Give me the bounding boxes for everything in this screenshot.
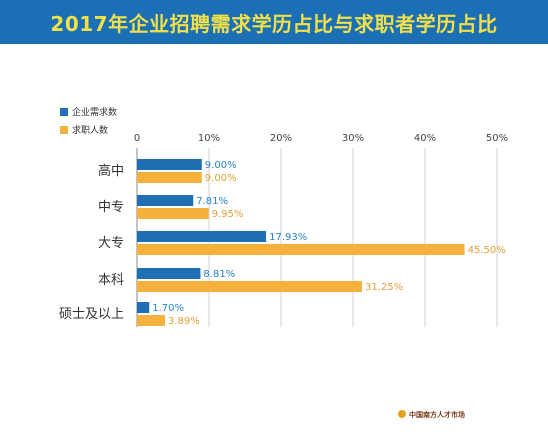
sun-logo-icon	[398, 410, 406, 418]
title-bar: 2017年企业招聘需求学历占比与求职者学历占比	[0, 0, 548, 44]
data-label: 45.50%	[468, 245, 506, 256]
bar-applicants	[137, 281, 362, 292]
bar-demand	[137, 195, 194, 206]
bar-demand	[137, 231, 267, 242]
data-label: 9.00%	[205, 173, 237, 184]
category-label: 本科	[98, 273, 124, 288]
category-label: 硕士及以上	[59, 307, 124, 322]
bar-applicants	[137, 172, 202, 183]
data-label: 9.00%	[205, 160, 237, 171]
bar-applicants	[137, 315, 166, 326]
footer-logo-text: 中国南方人才市场	[409, 410, 465, 419]
legend-label: 企业需求数	[72, 106, 117, 118]
data-label: 8.81%	[203, 269, 235, 280]
x-tick-label: 40%	[414, 133, 436, 144]
data-label: 17.93%	[269, 232, 307, 243]
x-tick-label: 10%	[198, 133, 220, 144]
x-tick-label: 50%	[486, 133, 508, 144]
category-label: 大专	[98, 236, 124, 251]
legend-swatch	[60, 108, 68, 116]
legend-swatch	[60, 126, 68, 134]
bar-demand	[137, 268, 201, 279]
bar-demand	[137, 159, 202, 170]
x-tick-label: 30%	[342, 133, 364, 144]
x-tick-label: 20%	[270, 133, 292, 144]
data-label: 1.70%	[152, 303, 184, 314]
bar-applicants	[137, 208, 209, 219]
data-label: 7.81%	[196, 196, 228, 207]
category-label: 高中	[98, 163, 124, 179]
x-tick-label: 0	[134, 133, 140, 144]
legend-label: 求职人数	[72, 124, 108, 136]
chart-title: 2017年企业招聘需求学历占比与求职者学历占比	[50, 11, 498, 36]
bar-applicants	[137, 244, 465, 255]
category-label: 中专	[98, 200, 124, 215]
data-label: 31.25%	[365, 282, 403, 293]
data-label: 9.95%	[212, 209, 244, 220]
bar-demand	[137, 302, 150, 313]
data-label: 3.89%	[168, 316, 200, 327]
